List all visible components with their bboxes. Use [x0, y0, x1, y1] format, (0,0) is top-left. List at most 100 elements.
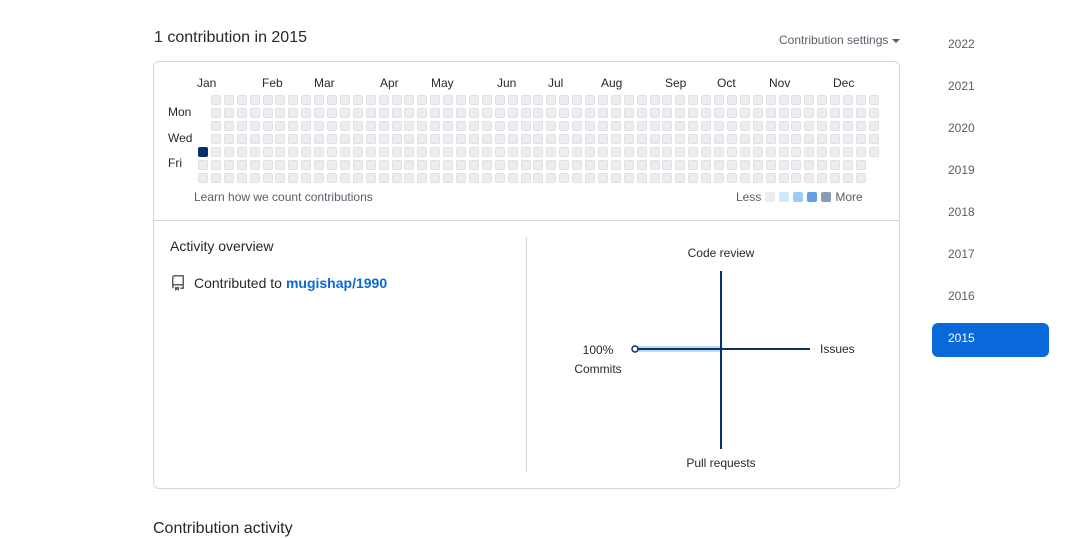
contribution-day-cell[interactable]: [210, 121, 221, 131]
contribution-day-cell[interactable]: [404, 173, 415, 183]
contribution-day-cell[interactable]: [843, 147, 853, 157]
contribution-day-cell[interactable]: [327, 121, 337, 131]
contribution-day-cell[interactable]: [365, 121, 376, 131]
contribution-day-cell[interactable]: [443, 147, 454, 157]
contribution-day-cell[interactable]: [301, 108, 312, 118]
contribution-day-cell[interactable]: [468, 173, 479, 183]
contribution-day-cell[interactable]: [830, 121, 841, 131]
contribution-day-cell[interactable]: [443, 160, 454, 170]
contribution-day-cell[interactable]: [378, 95, 389, 105]
contribution-day-cell[interactable]: [585, 108, 595, 118]
contribution-day-cell[interactable]: [739, 134, 750, 144]
contribution-day-cell[interactable]: [352, 147, 363, 157]
contribution-day-cell[interactable]: [546, 95, 557, 105]
contribution-day-cell[interactable]: [520, 147, 531, 157]
contribution-day-cell[interactable]: [262, 108, 273, 118]
contribution-day-cell[interactable]: [249, 134, 260, 144]
contribution-day-cell[interactable]: [430, 147, 441, 157]
contribution-day-cell[interactable]: [533, 173, 544, 183]
contribution-day-cell[interactable]: [714, 95, 724, 105]
contribution-day-cell[interactable]: [494, 108, 505, 118]
contribution-day-cell[interactable]: [520, 108, 531, 118]
contribution-day-cell[interactable]: [701, 160, 712, 170]
contribution-day-cell[interactable]: [391, 147, 402, 157]
contribution-day-cell[interactable]: [249, 95, 260, 105]
contribution-day-cell[interactable]: [520, 121, 531, 131]
contribution-day-cell[interactable]: [314, 173, 325, 183]
contribution-day-cell[interactable]: [726, 121, 737, 131]
contribution-day-cell[interactable]: [275, 134, 286, 144]
contribution-day-cell[interactable]: [649, 108, 660, 118]
contribution-day-cell[interactable]: [649, 134, 660, 144]
contribution-day-cell[interactable]: [649, 160, 660, 170]
contribution-day-cell[interactable]: [301, 121, 312, 131]
contribution-day-cell[interactable]: [404, 134, 415, 144]
contribution-day-cell[interactable]: [688, 95, 699, 105]
contribution-day-cell[interactable]: [765, 134, 776, 144]
contribution-day-cell[interactable]: [417, 108, 428, 118]
contribution-day-cell[interactable]: [339, 160, 350, 170]
contribution-day-cell[interactable]: [391, 134, 402, 144]
contribution-day-cell[interactable]: [314, 108, 325, 118]
contribution-day-cell[interactable]: [662, 95, 673, 105]
contribution-day-cell[interactable]: [688, 134, 699, 144]
contribution-day-cell[interactable]: [430, 108, 441, 118]
contribution-day-cell[interactable]: [855, 134, 866, 144]
contribution-day-cell[interactable]: [481, 134, 492, 144]
contribution-day-cell[interactable]: [675, 108, 686, 118]
contribution-day-cell[interactable]: [765, 147, 776, 157]
contribution-day-cell[interactable]: [572, 95, 583, 105]
contribution-day-cell[interactable]: [210, 160, 221, 170]
contribution-day-cell[interactable]: [791, 95, 802, 105]
contribution-day-cell[interactable]: [456, 108, 466, 118]
contribution-day-cell[interactable]: [275, 147, 286, 157]
contribution-day-cell[interactable]: [714, 160, 724, 170]
contribution-day-cell[interactable]: [494, 121, 505, 131]
contribution-day-cell[interactable]: [778, 134, 789, 144]
contribution-day-cell[interactable]: [507, 121, 518, 131]
contribution-day-cell[interactable]: [662, 108, 673, 118]
contribution-day-cell[interactable]: [688, 173, 699, 183]
contribution-day-cell[interactable]: [855, 173, 866, 183]
contribution-day-cell[interactable]: [404, 160, 415, 170]
contribution-day-cell[interactable]: [339, 173, 350, 183]
contribution-day-cell[interactable]: [843, 108, 853, 118]
contribution-day-cell[interactable]: [726, 173, 737, 183]
contribution-day-cell[interactable]: [585, 121, 595, 131]
contribution-day-cell[interactable]: [404, 121, 415, 131]
contribution-day-cell[interactable]: [791, 173, 802, 183]
contribution-day-cell[interactable]: [456, 147, 466, 157]
contribution-day-cell[interactable]: [507, 108, 518, 118]
contribution-day-cell[interactable]: [868, 147, 879, 157]
contribution-day-cell[interactable]: [597, 108, 608, 118]
contribution-day-cell[interactable]: [649, 121, 660, 131]
contribution-day-cell[interactable]: [623, 121, 634, 131]
contribution-day-cell[interactable]: [623, 134, 634, 144]
contribution-day-cell[interactable]: [778, 95, 789, 105]
contribution-day-cell[interactable]: [481, 173, 492, 183]
contribution-day-cell[interactable]: [726, 160, 737, 170]
contribution-day-cell[interactable]: [417, 147, 428, 157]
contribution-day-cell[interactable]: [636, 121, 647, 131]
contribution-day-cell[interactable]: [404, 147, 415, 157]
contribution-day-cell[interactable]: [623, 173, 634, 183]
contribution-day-cell[interactable]: [739, 121, 750, 131]
contribution-day-cell[interactable]: [675, 160, 686, 170]
contribution-day-cell[interactable]: [636, 95, 647, 105]
contribution-day-cell[interactable]: [572, 108, 583, 118]
contribution-day-cell[interactable]: [804, 95, 815, 105]
contribution-day-cell[interactable]: [352, 95, 363, 105]
contribution-day-cell[interactable]: [378, 147, 389, 157]
contribution-day-cell[interactable]: [391, 95, 402, 105]
contribution-day-cell[interactable]: [726, 108, 737, 118]
contribution-day-cell[interactable]: [714, 108, 724, 118]
contribution-day-cell[interactable]: [288, 173, 299, 183]
contribution-day-cell[interactable]: [597, 121, 608, 131]
contribution-day-cell[interactable]: [249, 160, 260, 170]
contribution-day-cell[interactable]: [391, 173, 402, 183]
contribution-day-cell[interactable]: [830, 147, 841, 157]
year-link-2020[interactable]: 2020: [948, 121, 975, 135]
contribution-day-cell[interactable]: [507, 134, 518, 144]
contribution-day-cell[interactable]: [275, 108, 286, 118]
contribution-day-cell[interactable]: [339, 121, 350, 131]
